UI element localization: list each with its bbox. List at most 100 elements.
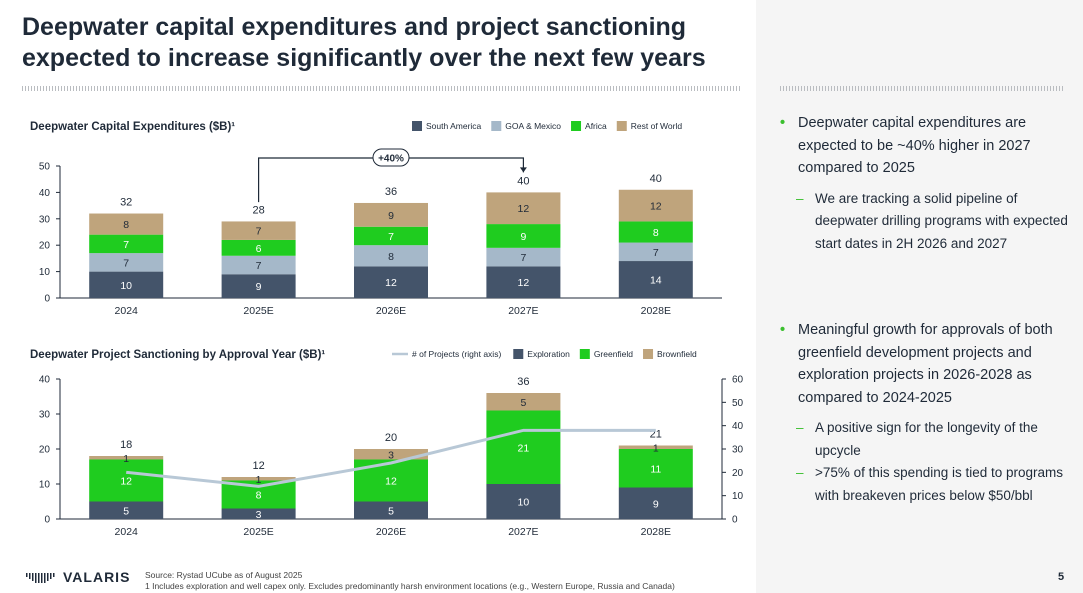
x-tick-label: 2027E	[508, 305, 538, 317]
bar-segment	[354, 266, 428, 298]
bar-value-label: 5	[520, 397, 526, 409]
bar-segment	[354, 449, 428, 460]
bar-segment	[618, 242, 693, 262]
y2-tick-label: 60	[732, 375, 744, 386]
bar-segment	[89, 501, 164, 519]
footnote-line: 1 Includes exploration and well capex on…	[145, 581, 675, 591]
legend-label: Exploration	[527, 349, 570, 359]
bar-segment	[354, 245, 428, 267]
bar-total-label: 32	[120, 197, 132, 209]
bar-segment	[221, 508, 296, 519]
legend-swatch	[412, 121, 422, 131]
legend-swatch	[616, 121, 627, 131]
bar-total-label: 36	[517, 376, 529, 388]
legend-swatch	[579, 349, 590, 359]
legend-label: # of Projects (right axis)	[412, 349, 501, 359]
bullet-list: Deepwater capital expenditures are expec…	[780, 112, 1075, 507]
bar-value-label: 12	[650, 201, 662, 213]
legend-label: GOA & Mexico	[505, 121, 561, 131]
bar-total-label: 40	[650, 173, 662, 185]
legend-label: South America	[426, 121, 482, 131]
x-tick-label: 2027E	[508, 526, 538, 538]
bar-value-label: 10	[120, 280, 132, 292]
capex-chart: Deepwater Capital Expenditures ($B)¹ Sout…	[30, 121, 722, 317]
bar-value-label: 9	[520, 231, 526, 243]
y-tick-label: 20	[39, 241, 51, 252]
y-tick-label: 30	[39, 214, 51, 225]
x-tick-label: 2024	[115, 526, 139, 538]
bar-value-label: 14	[650, 275, 662, 287]
chart-title: Deepwater Capital Expenditures ($B)¹	[30, 121, 235, 133]
bar-total-label: 28	[252, 204, 264, 216]
growth-arrowhead	[519, 167, 527, 173]
bar-value-label: 21	[518, 442, 530, 454]
bar-segment	[486, 484, 561, 519]
bar-value-label: 6	[256, 243, 262, 255]
x-tick-label: 2026E	[376, 305, 406, 317]
y-tick-label: 50	[39, 162, 51, 173]
logo-text: VALARIS	[63, 569, 131, 585]
bar-value-label: 8	[123, 219, 129, 231]
bar-value-label: 8	[256, 490, 262, 502]
bar-value-label: 3	[388, 449, 394, 461]
x-tick-label: 2026E	[376, 526, 406, 538]
bar-value-label: 8	[653, 227, 659, 239]
bar-segment	[89, 271, 164, 298]
bar-value-label: 12	[385, 476, 397, 488]
y2-tick-label: 0	[732, 515, 738, 526]
bar-total-label: 18	[120, 439, 132, 451]
x-tick-label: 2028E	[641, 526, 671, 538]
bar-segment	[221, 239, 296, 256]
y2-tick-label: 10	[732, 491, 744, 502]
bullet-capex: Deepwater capital expenditures are expec…	[780, 112, 1075, 180]
legend-swatch	[571, 121, 582, 131]
sub-bullet-breakeven: >75% of this spending is tied to program…	[780, 462, 1075, 507]
sanctioning-chart: Deepwater Project Sanctioning by Approva…	[30, 349, 744, 538]
bar-value-label: 1	[653, 442, 659, 454]
y-tick-label: 0	[44, 294, 50, 305]
x-tick-label: 2028E	[641, 305, 671, 317]
bar-value-label: 7	[388, 231, 394, 243]
bar-value-label: 1	[123, 453, 129, 465]
bar-value-label: 11	[650, 463, 661, 475]
bar-segment	[89, 213, 164, 235]
y2-tick-label: 40	[732, 421, 744, 432]
bar-total-label: 20	[385, 432, 397, 444]
bar-segment	[89, 456, 164, 460]
bar-segment	[221, 477, 296, 481]
bar-value-label: 7	[520, 252, 526, 264]
bar-segment	[354, 202, 428, 227]
legend-label: Africa	[585, 121, 607, 131]
bar-segment	[89, 459, 164, 502]
bar-value-label: 7	[256, 226, 262, 238]
y-tick-label: 20	[39, 445, 51, 456]
bar-value-label: 7	[653, 247, 659, 259]
page-title: Deepwater capital expenditures and proje…	[22, 13, 706, 72]
bar-value-label: 3	[256, 509, 262, 521]
bar-segment	[221, 221, 296, 240]
bar-segment	[618, 189, 693, 222]
bar-value-label: 9	[653, 498, 659, 510]
page-number: 5	[1058, 571, 1065, 583]
legend-swatch	[643, 349, 654, 359]
sub-bullet-longevity: A positive sign for the longevity of the…	[780, 417, 1075, 462]
bar-value-label: 7	[123, 239, 129, 251]
y-tick-label: 30	[39, 410, 51, 421]
legend-swatch	[513, 349, 524, 359]
bar-segment	[354, 226, 428, 246]
y-tick-label: 10	[39, 267, 51, 278]
source-line: Source: Rystad UCube as of August 2025	[145, 570, 303, 580]
y-tick-label: 10	[39, 480, 51, 491]
y-tick-label: 0	[44, 515, 50, 526]
x-tick-label: 2025E	[243, 526, 273, 538]
legend-label: Rest of World	[631, 121, 683, 131]
bar-value-label: 9	[256, 281, 262, 293]
y2-tick-label: 50	[732, 398, 744, 409]
bar-segment	[486, 393, 561, 411]
bar-value-label: 12	[518, 277, 530, 289]
bar-segment	[89, 253, 164, 272]
bar-segment	[486, 247, 561, 267]
bar-segment	[221, 274, 296, 298]
source-note: Source: Rystad UCube as of August 2025 1…	[145, 570, 675, 592]
bar-value-label: 7	[256, 260, 262, 272]
